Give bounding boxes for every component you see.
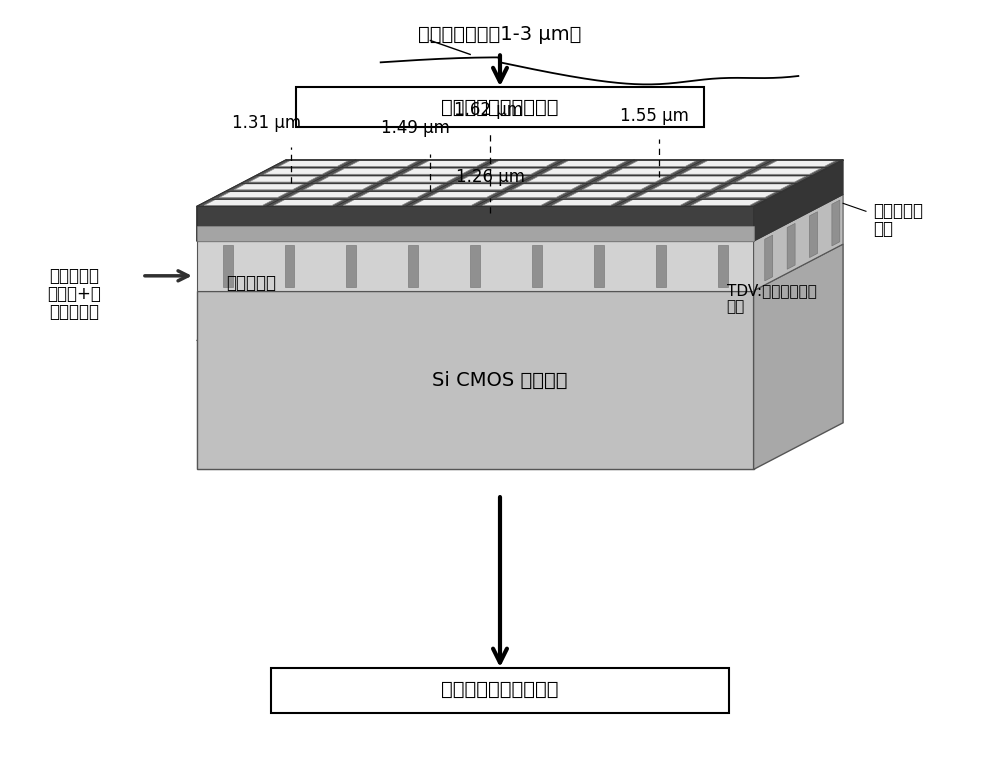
- Polygon shape: [458, 176, 527, 182]
- Polygon shape: [482, 200, 552, 205]
- Polygon shape: [497, 192, 567, 197]
- Polygon shape: [512, 184, 582, 190]
- Polygon shape: [652, 184, 721, 190]
- Polygon shape: [612, 168, 682, 174]
- Polygon shape: [487, 161, 557, 166]
- Polygon shape: [721, 184, 791, 190]
- Polygon shape: [637, 192, 706, 197]
- Polygon shape: [274, 200, 343, 205]
- Polygon shape: [204, 200, 274, 205]
- Polygon shape: [582, 184, 652, 190]
- Polygon shape: [751, 168, 821, 174]
- Polygon shape: [691, 200, 761, 205]
- Polygon shape: [403, 168, 473, 174]
- Polygon shape: [318, 176, 388, 182]
- Text: 结构: 结构: [727, 299, 745, 314]
- Polygon shape: [656, 245, 666, 287]
- Polygon shape: [234, 184, 304, 190]
- Polygon shape: [718, 245, 728, 287]
- Polygon shape: [787, 223, 795, 269]
- Text: 短波红外辐射（1-3 μm）: 短波红外辐射（1-3 μm）: [418, 25, 582, 44]
- Polygon shape: [597, 176, 667, 182]
- Text: TDV:介质通孔互连: TDV:介质通孔互连: [727, 283, 817, 298]
- Polygon shape: [532, 245, 542, 287]
- Polygon shape: [413, 200, 483, 205]
- Polygon shape: [197, 207, 754, 241]
- Polygon shape: [219, 192, 289, 197]
- Polygon shape: [408, 245, 418, 287]
- Text: 1.55 μm: 1.55 μm: [620, 107, 689, 125]
- Polygon shape: [223, 245, 233, 287]
- Bar: [296, 87, 704, 127]
- Polygon shape: [197, 207, 754, 241]
- Polygon shape: [766, 161, 836, 166]
- Polygon shape: [197, 340, 754, 470]
- Polygon shape: [264, 168, 334, 174]
- Polygon shape: [500, 294, 843, 470]
- Polygon shape: [197, 194, 843, 241]
- Polygon shape: [348, 161, 418, 166]
- Polygon shape: [470, 245, 480, 287]
- Polygon shape: [443, 184, 513, 190]
- Polygon shape: [343, 200, 413, 205]
- Polygon shape: [279, 161, 348, 166]
- Polygon shape: [527, 176, 597, 182]
- Polygon shape: [289, 192, 358, 197]
- Polygon shape: [832, 200, 840, 246]
- Text: 全硅红外探: 全硅红外探: [49, 267, 99, 285]
- Polygon shape: [418, 161, 488, 166]
- Polygon shape: [197, 160, 843, 207]
- Polygon shape: [594, 245, 604, 287]
- Polygon shape: [810, 211, 817, 257]
- Text: Si CMOS 读出电路: Si CMOS 读出电路: [432, 370, 568, 389]
- Polygon shape: [197, 241, 754, 291]
- Polygon shape: [754, 160, 843, 241]
- Polygon shape: [197, 340, 754, 470]
- Polygon shape: [333, 168, 403, 174]
- Text: 单通道像素: 单通道像素: [873, 202, 923, 220]
- Text: 1.26 μm: 1.26 μm: [456, 168, 525, 186]
- Polygon shape: [696, 161, 766, 166]
- Text: 1.62 μm: 1.62 μm: [454, 101, 523, 119]
- Text: 阵列: 阵列: [873, 220, 893, 238]
- Polygon shape: [303, 184, 373, 190]
- Polygon shape: [765, 235, 773, 281]
- Text: 号处理电路: 号处理电路: [49, 303, 99, 321]
- Polygon shape: [388, 176, 458, 182]
- Polygon shape: [666, 176, 736, 182]
- Polygon shape: [557, 161, 627, 166]
- Polygon shape: [473, 168, 542, 174]
- Polygon shape: [567, 192, 637, 197]
- Polygon shape: [285, 245, 294, 287]
- Text: 1.31 μm: 1.31 μm: [232, 114, 301, 132]
- Polygon shape: [736, 176, 806, 182]
- Polygon shape: [373, 184, 443, 190]
- Polygon shape: [197, 226, 754, 241]
- Text: 中间介质层: 中间介质层: [227, 274, 277, 292]
- Polygon shape: [428, 192, 498, 197]
- Polygon shape: [197, 340, 754, 470]
- Bar: [271, 668, 729, 713]
- Text: 红外光学系统（镜头）: 红外光学系统（镜头）: [441, 98, 559, 116]
- Polygon shape: [346, 245, 356, 287]
- Polygon shape: [552, 200, 622, 205]
- Polygon shape: [197, 291, 754, 470]
- Text: 1.49 μm: 1.49 μm: [381, 119, 450, 136]
- Polygon shape: [622, 200, 692, 205]
- Polygon shape: [754, 244, 843, 470]
- Polygon shape: [627, 161, 697, 166]
- Polygon shape: [681, 168, 751, 174]
- Polygon shape: [754, 194, 843, 291]
- Polygon shape: [358, 192, 428, 197]
- Text: 测芯片+信: 测芯片+信: [47, 285, 101, 303]
- Polygon shape: [542, 168, 612, 174]
- Polygon shape: [706, 192, 776, 197]
- Text: 计算机图像采集及处理: 计算机图像采集及处理: [441, 680, 559, 700]
- Polygon shape: [249, 176, 319, 182]
